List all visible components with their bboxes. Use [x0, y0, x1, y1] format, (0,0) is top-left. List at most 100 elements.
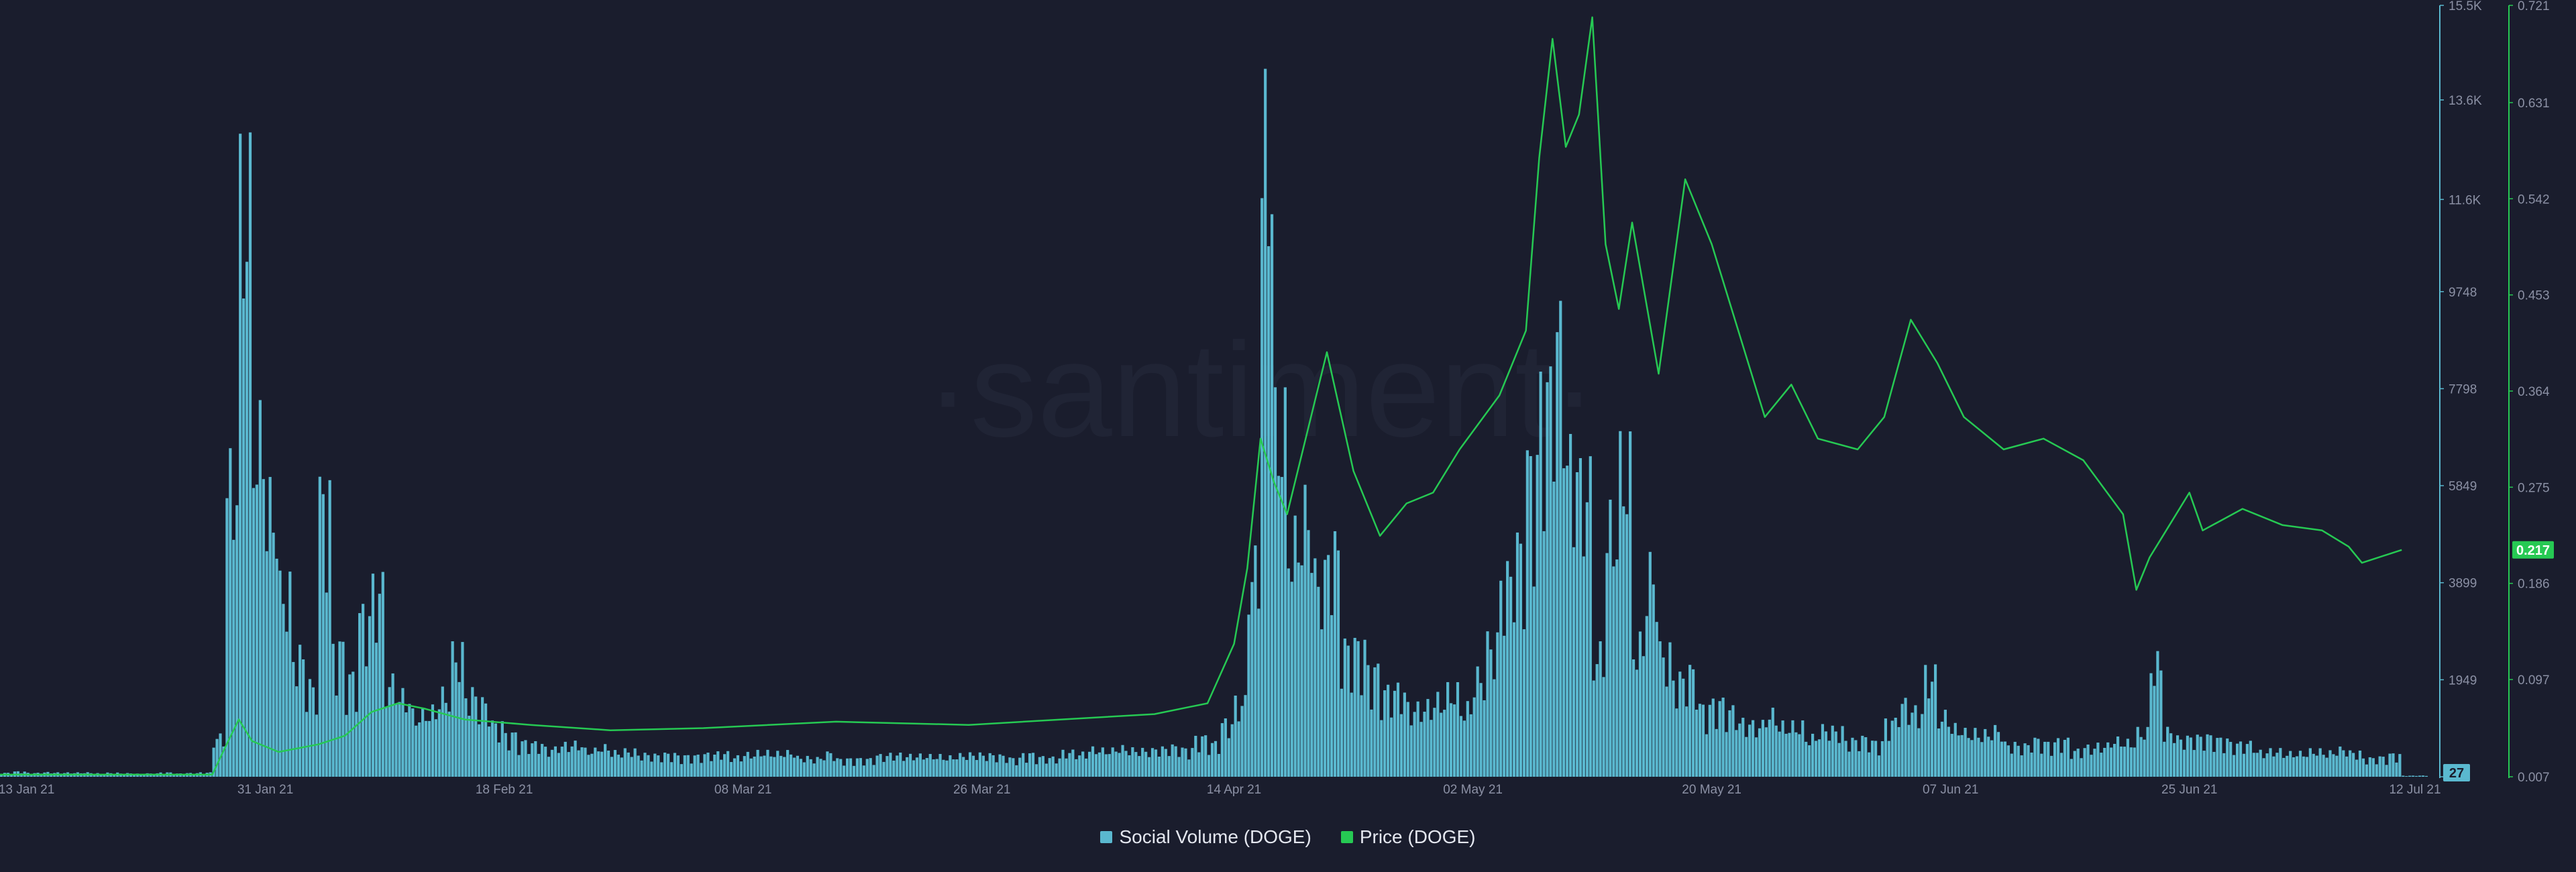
social-volume-bar [1104, 754, 1108, 777]
social-volume-bar [2302, 756, 2306, 777]
social-volume-bar [663, 753, 667, 777]
social-volume-bar [9, 774, 13, 777]
social-volume-bar [1658, 641, 1662, 777]
social-volume-bar [1532, 586, 1536, 777]
social-volume-bar [1399, 714, 1403, 777]
social-volume-bar [587, 755, 590, 777]
social-volume-bar [1738, 723, 1741, 777]
social-volume-bar [371, 574, 375, 777]
social-volume-bar [441, 686, 444, 777]
social-volume-bar [1841, 726, 1844, 777]
social-volume-bar [461, 642, 464, 777]
social-volume-bar [1851, 737, 1854, 777]
social-volume-bar [2199, 737, 2202, 777]
social-volume-bar [1313, 558, 1317, 777]
social-volume-bar [643, 753, 647, 777]
social-volume-bar [2006, 745, 2010, 777]
social-volume-bar [364, 666, 368, 777]
social-volume-bar [411, 708, 415, 777]
legend-item-social-volume[interactable]: Social Volume (DOGE) [1100, 826, 1311, 848]
social-volume-bar [560, 747, 564, 777]
social-volume-bar [494, 723, 498, 777]
social-volume-bar [756, 749, 759, 777]
social-volume-bar [272, 533, 275, 777]
social-volume-bar [321, 494, 325, 777]
social-volume-bar [1794, 732, 1798, 777]
social-volume-bar [418, 722, 421, 777]
social-volume-bar [2318, 748, 2322, 777]
social-volume-bar [500, 721, 504, 777]
social-volume-bar [1472, 697, 1476, 777]
social-volume-bar [517, 755, 521, 777]
social-volume-bar [1250, 582, 1254, 777]
social-volume-tick-label: 5849 [2449, 480, 2477, 494]
social-volume-bar [690, 763, 693, 777]
social-volume-bar [1668, 642, 1672, 777]
social-volume-bar [152, 774, 156, 777]
social-volume-bar [1642, 656, 1645, 777]
social-volume-bar [1097, 752, 1102, 777]
social-volume-bar [892, 760, 896, 777]
social-volume-bar [912, 760, 916, 777]
social-volume-bar [2176, 735, 2180, 777]
legend-item-price[interactable]: Price (DOGE) [1340, 826, 1476, 848]
social-volume-bar [865, 759, 869, 777]
social-volume-bar [2269, 748, 2272, 777]
date-tick-label: 25 Jun 21 [2161, 783, 2217, 797]
social-volume-bar [1356, 641, 1360, 777]
social-volume-bar [1751, 720, 1755, 777]
social-volume-bar [1436, 692, 1440, 777]
social-volume-bar [1858, 751, 1861, 777]
social-volume-bar [1363, 639, 1366, 777]
social-volume-bar [388, 687, 391, 777]
social-volume-bar [590, 753, 594, 777]
social-volume-bar [723, 754, 727, 777]
social-volume-bar [345, 714, 348, 777]
social-volume-bar [1754, 737, 1758, 777]
social-volume-bar [640, 760, 643, 777]
social-volume-bar [2265, 753, 2269, 777]
social-volume-bar [30, 774, 33, 777]
social-volume-bar [1556, 332, 1559, 777]
social-volume-tick-label: 9748 [2449, 286, 2477, 300]
social-volume-bar [527, 754, 531, 777]
social-volume-bar [1805, 741, 1808, 777]
social-volume-bar [557, 753, 560, 777]
social-volume-bar [1970, 740, 1974, 777]
social-volume-bar [1038, 757, 1041, 777]
social-volume-bar [1831, 725, 1834, 777]
social-volume-bar [2378, 756, 2381, 777]
social-volume-bar [1430, 720, 1433, 777]
social-volume-bar [1638, 631, 1642, 777]
social-volume-bar [869, 758, 872, 777]
social-volume-bar [716, 751, 720, 777]
social-volume-bar [633, 748, 637, 777]
date-axis: 13 Jan 21 31 Jan 21 18 Feb 21 08 Mar 21 26 M… [0, 783, 2441, 797]
social-volume-bar [2219, 737, 2222, 777]
social-volume-bar [2182, 749, 2186, 777]
social-volume-bar [683, 755, 686, 777]
social-volume-bar [859, 758, 862, 777]
social-volume-bar [471, 687, 474, 777]
social-volume-bars [0, 68, 2428, 777]
social-volume-bar [1041, 756, 1044, 777]
social-volume-bar [132, 774, 136, 777]
social-volume-bar [2395, 762, 2398, 777]
price-tick-label: 0.631 [2518, 97, 2550, 111]
social-volume-bar [932, 759, 935, 777]
social-volume-bar [2050, 755, 2053, 777]
social-volume-bar [2013, 741, 2017, 777]
social-volume-bar [348, 674, 352, 777]
social-volume-bar [819, 759, 822, 777]
social-volume-bar [1808, 745, 1811, 777]
social-volume-bar [487, 726, 491, 777]
social-volume-bar [427, 720, 431, 777]
social-volume-bar [182, 774, 186, 777]
social-volume-bar [1781, 720, 1784, 777]
social-volume-bar [2312, 753, 2315, 777]
social-volume-bar [1721, 697, 1725, 777]
social-volume-bar [862, 765, 865, 777]
social-volume-bar [2103, 747, 2106, 777]
social-volume-bar [908, 753, 912, 777]
social-volume-bar [839, 759, 843, 777]
